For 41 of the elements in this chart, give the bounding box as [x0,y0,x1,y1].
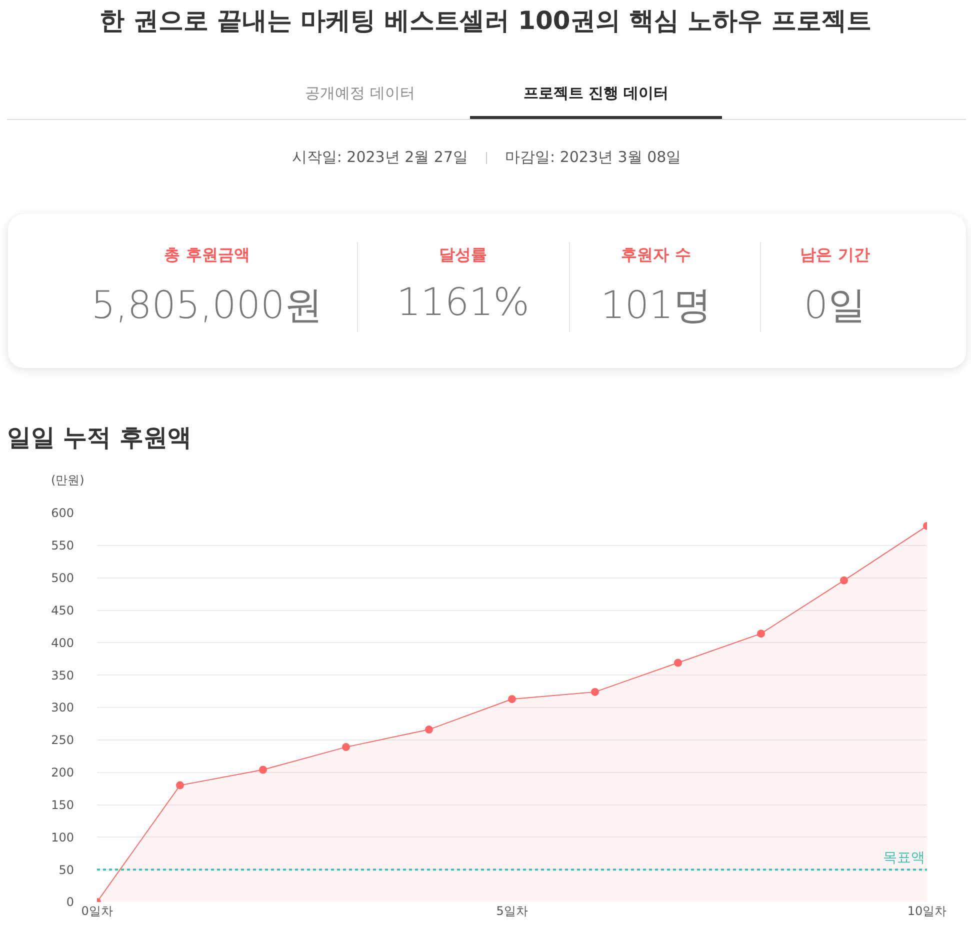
text: 후원자 수 [620,245,692,266]
text: 0일 [804,283,866,327]
text: 달성률 [438,245,488,266]
point [259,766,267,774]
y-tick-label: 350 [51,668,74,682]
text: 한 권으로 끝내는 마케팅 베스트셀러 100권의 핵심 노하우 프로젝트 [98,5,872,37]
y-tick-label: 0 [66,895,74,910]
point [674,658,682,667]
point [342,743,350,752]
y-tick-label: 50 [58,862,74,877]
text: 1161% [396,280,530,324]
x-tick-label: 0일차 [81,904,113,918]
y-tick-label: 300 [51,700,74,715]
y-tick-label: 550 [51,538,74,553]
point [840,576,848,584]
y-tick-label: 600 [51,506,74,520]
text: 남은 기간 [799,245,871,266]
point [176,781,184,790]
chart-title: 일일 누적 후원액 [6,423,192,452]
text: 시작일: 2023년 2월 27일 [292,148,468,167]
y-axis-title: (만원) [51,473,84,487]
point [591,688,599,696]
text: 공개예정 데이터 [304,84,416,103]
x-tick-label: 5일차 [496,904,528,918]
text: 101명 [600,283,712,327]
y-tick-label: 250 [51,733,74,748]
x-tick-label: 10일차 [907,904,947,918]
point [425,726,433,734]
text: 프로젝트 진행 데이터 [522,84,670,103]
point [757,630,765,638]
y-tick-label: 400 [51,636,74,650]
y-tick-label: 150 [51,798,74,812]
text: 5,805,000원 [90,282,324,329]
y-tick-label: 100 [51,830,74,844]
text: 총 후원금액 [163,245,251,266]
text: 마감일: 2023년 3월 08일 [505,148,682,167]
y-tick-label: 500 [51,571,74,586]
y-tick-label: 450 [51,603,74,618]
ref-line-label: 목표액 [883,850,925,866]
y-tick-label: 200 [51,766,74,780]
point [508,695,516,704]
